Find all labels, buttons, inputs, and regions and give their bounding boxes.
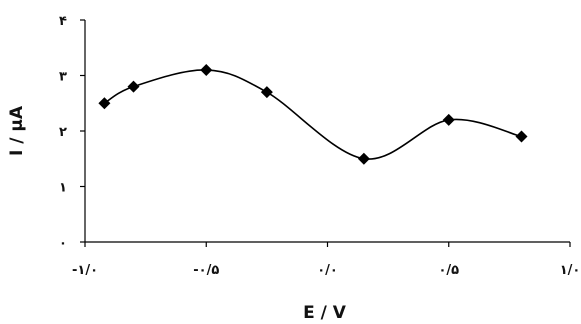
y-tick-label: ۳ — [59, 70, 67, 85]
data-point-marker — [200, 63, 213, 76]
y-axis-title: I / µA — [7, 105, 27, 156]
data-point-marker — [515, 130, 528, 143]
y-tick-label: ۴ — [59, 14, 67, 29]
x-tick-label: ۱/۰ — [560, 263, 581, 278]
x-tick-label: -۱/۰ — [72, 263, 98, 278]
x-tick-label: ۰/۵ — [438, 263, 459, 278]
y-tick-label: ۱ — [59, 181, 67, 196]
x-axis-title: E / V — [303, 303, 347, 323]
data-point-marker — [442, 113, 455, 126]
data-point-marker — [357, 152, 370, 165]
y-tick-label: ۰ — [59, 236, 67, 251]
markers — [98, 63, 528, 165]
x-ticks: -۱/۰ -۰/۵ ۰/۰ ۰/۵ ۱/۰ — [72, 242, 580, 278]
x-tick-label: ۰/۰ — [317, 263, 338, 278]
data-point-marker — [98, 97, 111, 110]
y-tick-label: ۲ — [59, 125, 67, 140]
data-point-marker — [260, 86, 273, 99]
data-point-marker — [127, 80, 140, 93]
y-ticks: ۰ ۱ ۲ ۳ ۴ — [59, 14, 85, 251]
series-line — [103, 69, 522, 160]
x-tick-label: -۰/۵ — [193, 263, 219, 278]
axes — [84, 20, 570, 243]
